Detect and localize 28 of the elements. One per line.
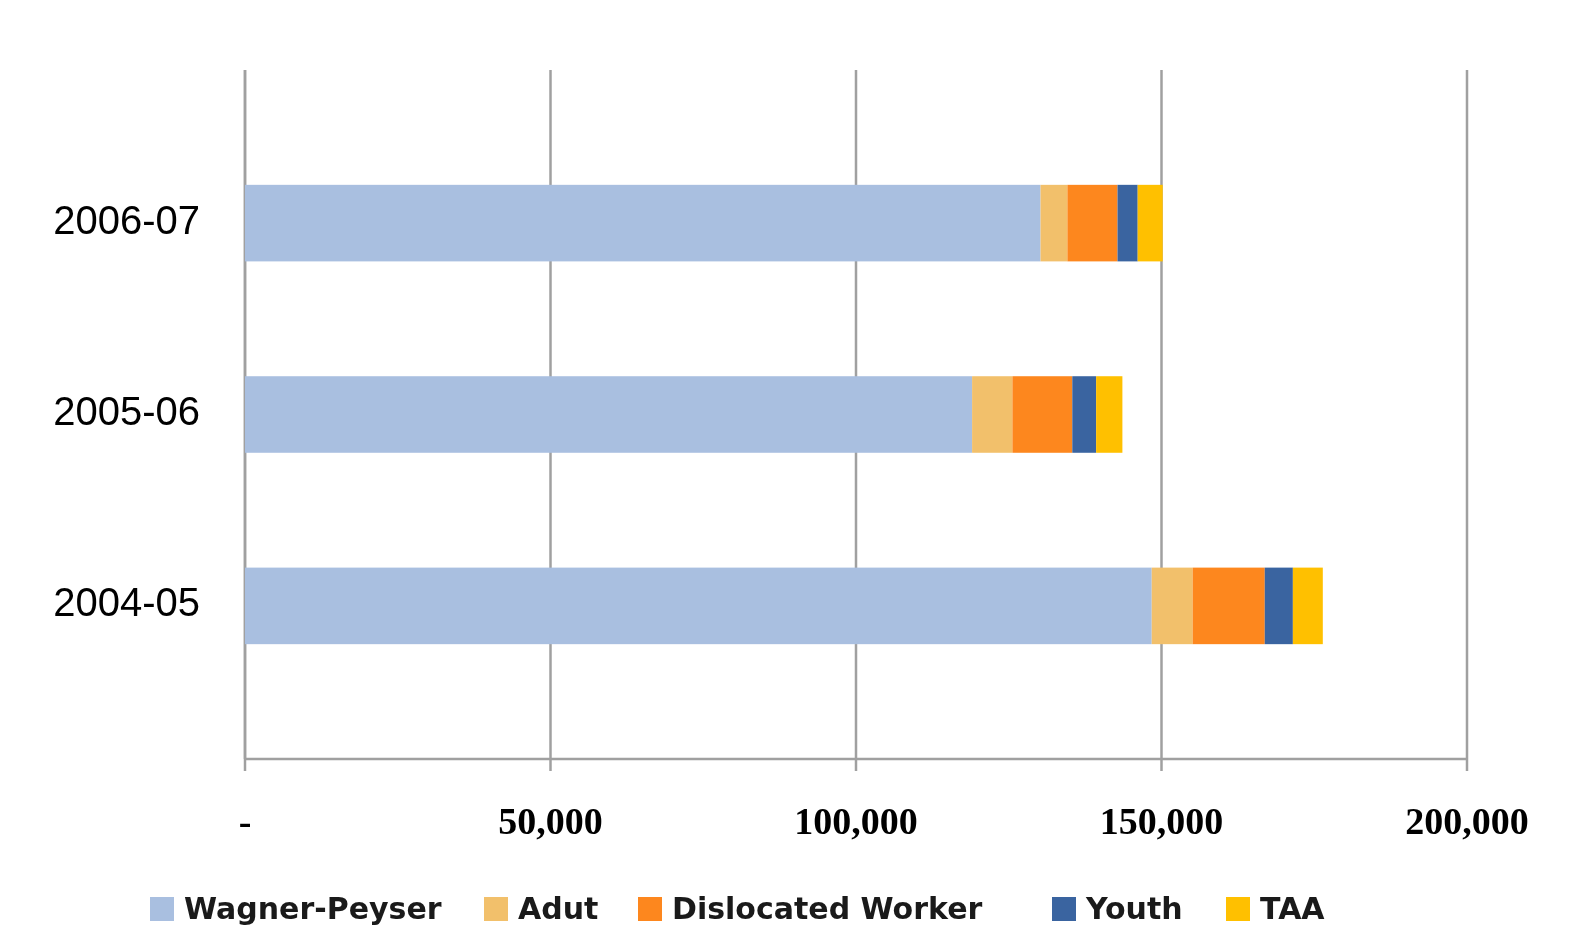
bar	[1192, 567, 1265, 645]
x-tick-label: 50,000	[498, 800, 603, 842]
x-tick-label: 150,000	[1099, 800, 1224, 842]
bar	[245, 184, 1041, 262]
x-tick-label: -	[238, 800, 252, 842]
y-tick-label: 2004-05	[53, 580, 200, 625]
legend-label: TAA	[1260, 891, 1326, 926]
legend-label: Wagner-Peyser	[184, 891, 442, 926]
x-tick-label: 100,000	[794, 800, 918, 842]
y-tick-label: 2006-07	[53, 197, 200, 242]
bar	[972, 376, 1013, 453]
bar	[1117, 184, 1138, 262]
bar	[245, 376, 973, 453]
bar	[1072, 376, 1097, 453]
bar	[1040, 184, 1068, 262]
bar	[1137, 184, 1163, 262]
bar	[1264, 567, 1293, 645]
legend-label: Youth	[1085, 891, 1183, 926]
bar	[245, 567, 1152, 645]
legend-label: Adut	[518, 891, 599, 926]
x-tick-label: 200,000	[1405, 800, 1529, 842]
bar	[1067, 184, 1118, 262]
bar	[1292, 567, 1323, 645]
y-tick-label: 2005-06	[53, 389, 200, 434]
legend-label: Dislocated Worker	[672, 891, 983, 926]
bar	[1151, 567, 1193, 645]
bar	[1012, 376, 1073, 453]
bar	[1096, 376, 1123, 453]
